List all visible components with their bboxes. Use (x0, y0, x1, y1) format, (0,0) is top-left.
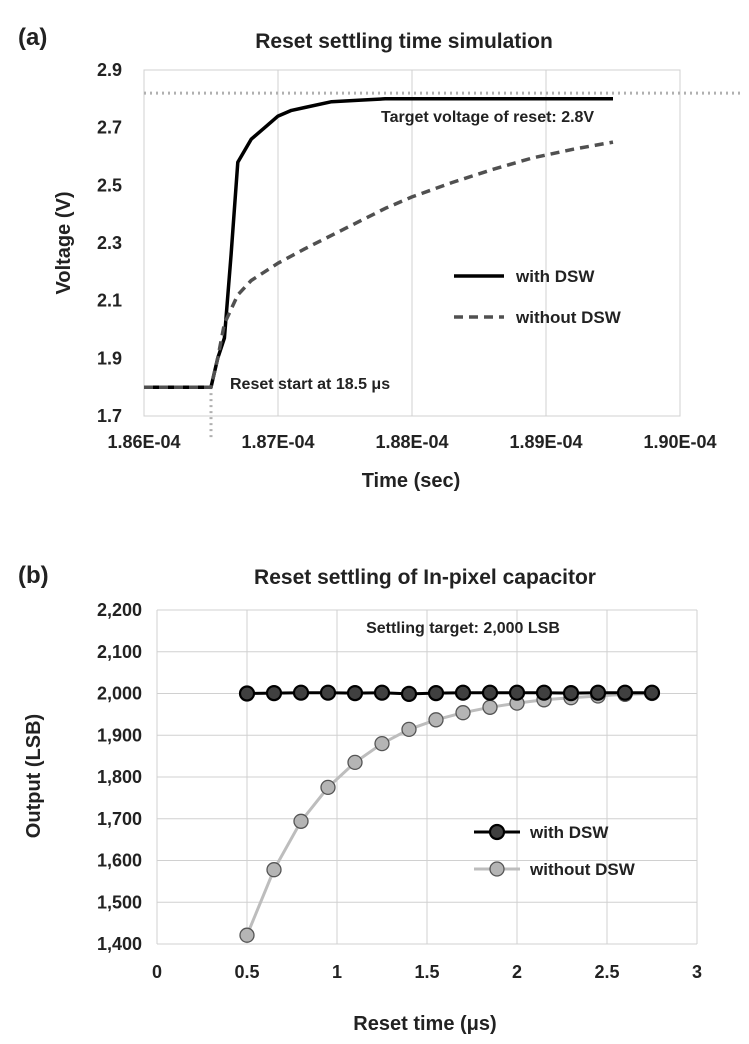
chart-a-x-tick-label: 1.89E-04 (509, 432, 582, 452)
chart-a-reference-lines (144, 91, 740, 438)
chart-b-y-tick-label: 2,200 (97, 600, 142, 620)
series-b-with-dsw-line (246, 691, 652, 696)
annotation-settling-target: Settling target: 2,000 LSB (366, 620, 560, 637)
chart-a-plot-border (143, 69, 681, 417)
chart-b-x-tick-label: 0 (152, 962, 162, 982)
chart-b-gridlines (156, 609, 698, 945)
chart-a-x-tick-labels: 1.86E-04 1.87E-04 1.88E-04 1.89E-04 1.90E-04 (107, 432, 716, 452)
series-b-without-dsw-point (239, 927, 255, 943)
series-b-with-dsw-point (481, 684, 499, 701)
chart-b-x-tick-label: 1 (332, 962, 342, 982)
series-b-without-dsw-line (245, 692, 653, 936)
series-b-without-dsw-point (482, 699, 498, 715)
annotation-target-voltage: Target voltage of reset: 2.8V (381, 109, 594, 126)
series-b-without-dsw-point (320, 779, 336, 796)
legend-b-with-dsw-label: with DSW (529, 823, 609, 842)
chart-a-y-tick-label: 2.3 (97, 233, 122, 253)
chart-a-x-tick-label: 1.90E-04 (643, 432, 716, 452)
chart-a-gridlines (277, 70, 547, 416)
series-b-with-dsw-point (319, 684, 337, 701)
series-b-with-dsw-point (562, 684, 580, 702)
chart-b-x-tick-label: 1.5 (414, 962, 439, 982)
chart-a-x-axis-label: Time (sec) (362, 470, 461, 492)
panel-label-a: (a) (18, 24, 47, 51)
series-b-with-dsw-point (346, 684, 364, 702)
chart-a-y-tick-label: 2.1 (97, 291, 122, 311)
chart-b-x-tick-label: 0.5 (234, 962, 259, 982)
chart-b-y-tick-labels: 1,400 1,500 1,600 1,700 1,800 1,900 2,000 2,100… (97, 600, 142, 954)
legend-b-with-dsw-marker (488, 823, 506, 841)
chart-b-y-tick-label: 1,500 (97, 892, 142, 912)
chart-a-title: Reset settling time simulation (255, 30, 553, 53)
series-b-with-dsw-point (427, 684, 445, 702)
chart-b-y-tick-label: 2,100 (97, 642, 142, 662)
series-b-with-dsw-point (643, 684, 661, 701)
chart-a-y-axis-label: Voltage (V) (53, 192, 75, 295)
legend-b-without-dsw-marker (489, 861, 505, 877)
series-b-without-dsw-point (293, 813, 309, 829)
series-b-with-dsw-point (373, 684, 391, 701)
chart-b-y-tick-label: 1,900 (97, 725, 142, 745)
chart-b-y-tick-label: 1,400 (97, 934, 142, 954)
chart-b-y-axis-label: Output (LSB) (23, 714, 45, 838)
chart-b-y-tick-label: 1,700 (97, 809, 142, 829)
chart-b-y-tick-label: 1,800 (97, 767, 142, 787)
series-b-with-dsw-point (238, 685, 256, 702)
annotation-reset-start: Reset start at 18.5 μs (230, 376, 390, 393)
chart-a-x-tick-label: 1.87E-04 (241, 432, 314, 452)
chart-b-y-tick-label: 2,000 (97, 684, 142, 704)
legend-b-without-dsw-label: without DSW (529, 860, 636, 879)
chart-a-y-tick-labels: 1.7 1.9 2.1 2.3 2.5 2.7 2.9 (97, 60, 122, 426)
chart-b-x-tick-labels: 0 0.5 1 1.5 2 2.5 3 (152, 962, 702, 982)
chart-a-legend: with DSW without DSW (454, 267, 622, 327)
legend-a-without-dsw-label: without DSW (515, 308, 622, 327)
chart-b-x-tick-label: 2 (512, 962, 522, 982)
series-b-with-dsw-point (535, 684, 553, 701)
chart-b-legend: with DSW without DSW (474, 823, 636, 879)
series-b-with-dsw-point (454, 684, 472, 701)
series-b-without-dsw-point (266, 862, 282, 878)
series-b-without-dsw-point (428, 712, 444, 728)
chart-a-x-tick-label: 1.88E-04 (375, 432, 448, 452)
chart-a-y-tick-label: 1.9 (97, 348, 122, 368)
chart-b-series (238, 684, 661, 943)
chart-a-y-tick-label: 2.9 (97, 60, 122, 80)
series-b-with-dsw-point (265, 684, 283, 702)
series-b-with-dsw-point (616, 684, 634, 701)
chart-a-y-tick-label: 2.5 (97, 175, 122, 195)
chart-a-y-tick-label: 1.7 (97, 406, 122, 426)
series-b-without-dsw-point (374, 735, 390, 752)
panel-label-b: (b) (18, 562, 49, 589)
series-b-with-dsw-point (292, 684, 310, 701)
chart-b-x-tick-label: 3 (692, 962, 702, 982)
series-b-without-dsw-point (455, 705, 471, 721)
chart-a-x-tick-label: 1.86E-04 (107, 432, 180, 452)
chart-a: (a) Reset settling time simulation 1.71.… (18, 24, 740, 492)
series-a-without-dsw-line (144, 140, 614, 389)
series-b-with-dsw-point (508, 684, 526, 701)
series-b-with-dsw-point (589, 684, 607, 701)
chart-b-y-tick-label: 1,600 (97, 851, 142, 871)
chart-a-series (144, 97, 614, 389)
series-b-without-dsw-point (401, 721, 417, 738)
legend-a-with-dsw-label: with DSW (515, 267, 595, 286)
series-a-with-dsw-line (144, 97, 613, 389)
chart-b-x-tick-label: 2.5 (594, 962, 619, 982)
series-b-without-dsw-point (347, 754, 363, 771)
chart-b-x-axis-label: Reset time (μs) (353, 1013, 496, 1035)
series-b-with-dsw-point (400, 685, 418, 703)
chart-b: (b) Reset settling of In-pixel capacitor… (18, 562, 702, 1035)
chart-a-y-tick-label: 2.7 (97, 118, 122, 138)
chart-b-title: Reset settling of In-pixel capacitor (254, 566, 596, 589)
